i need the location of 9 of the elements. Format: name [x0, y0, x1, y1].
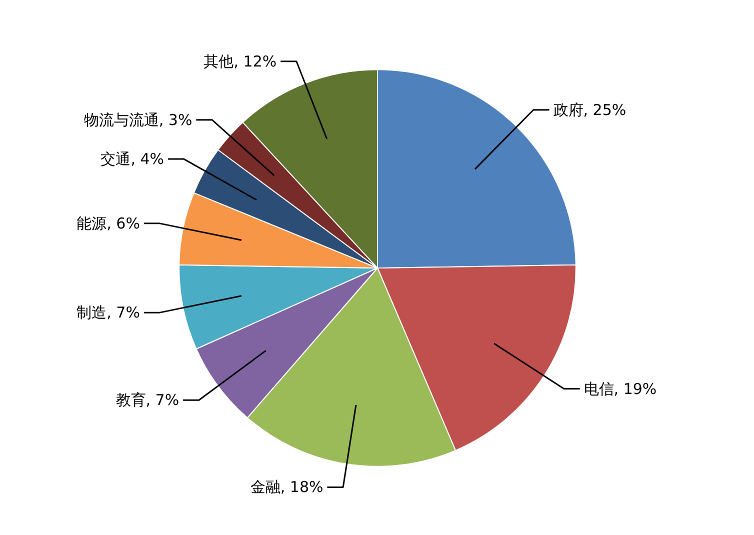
slice-label: 制造, 7%: [76, 304, 140, 322]
slice-label: 其他, 12%: [204, 52, 277, 70]
slice-label: 金融, 18%: [250, 478, 324, 496]
slice-label: 教育, 7%: [116, 391, 180, 410]
slice-label: 能源, 6%: [76, 214, 140, 232]
slice-label: 交通, 4%: [100, 150, 164, 168]
slice-label: 物流与流通, 3%: [84, 110, 192, 129]
slice-label: 政府, 25%: [553, 100, 626, 119]
slice-label: 电信, 19%: [584, 380, 657, 398]
